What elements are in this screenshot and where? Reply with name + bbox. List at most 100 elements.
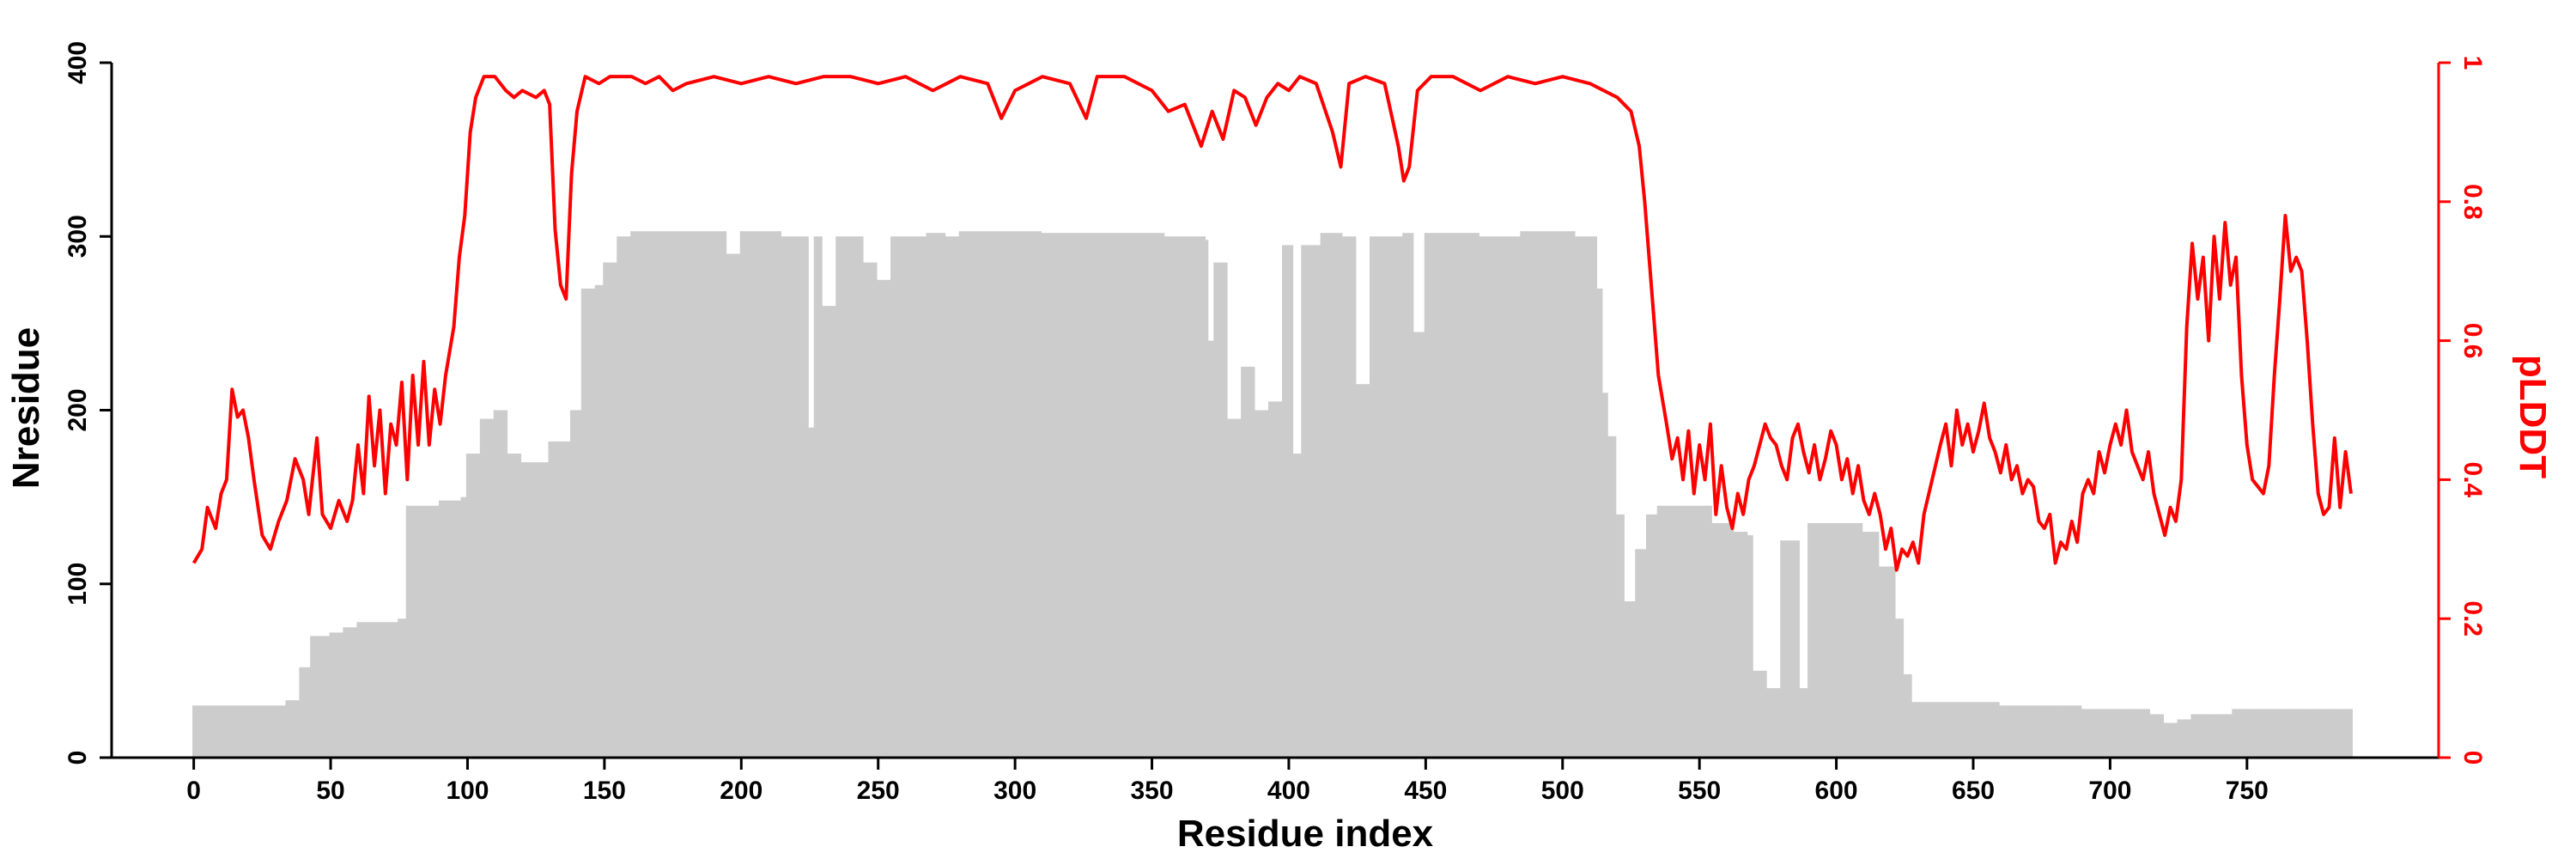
bar-residue-160	[630, 231, 634, 758]
bar-residue-109	[490, 418, 495, 758]
bar-residue-667	[2018, 705, 2022, 758]
bar-residue-714	[2147, 709, 2151, 758]
bar-residue-694	[2092, 709, 2096, 758]
bar-residue-616	[1879, 566, 1882, 758]
bar-residue-594	[1818, 522, 1822, 758]
bar-residue-256	[893, 236, 896, 758]
bar-residue-233	[829, 306, 834, 758]
bar-residue-524	[1626, 600, 1631, 758]
bar-residue-465	[1465, 233, 1469, 758]
bar-residue-376	[1221, 262, 1225, 758]
bar-residue-717	[2155, 714, 2159, 758]
bar-residue-651	[1974, 702, 1978, 758]
bar-residue-444	[1407, 233, 1412, 758]
y-right-tick-label: 0.2	[2458, 600, 2487, 637]
bar-residue-334	[1106, 233, 1110, 758]
bar-residue-431	[1372, 236, 1376, 758]
bar-residue-186	[702, 231, 705, 758]
bar-residue-740	[2218, 714, 2221, 758]
bar-residue-141	[578, 410, 582, 758]
bar-residue-254	[887, 279, 891, 758]
bar-residue-197	[732, 253, 735, 758]
bar-residue-526	[1632, 600, 1636, 758]
bar-residue-313	[1048, 233, 1053, 758]
bar-residue-604	[1845, 522, 1850, 758]
bar-residue-62	[361, 622, 366, 758]
bar-residue-3	[200, 705, 204, 758]
bar-residue-640	[1944, 702, 1948, 758]
bar-residue-665	[2013, 705, 2016, 758]
bar-residue-788	[2349, 709, 2353, 758]
bars-layer	[192, 231, 2353, 758]
bar-residue-473	[1487, 236, 1491, 758]
bar-residue-666	[2015, 705, 2020, 758]
bar-residue-151	[605, 262, 610, 758]
bar-residue-380	[1232, 418, 1236, 758]
bar-residue-60	[356, 622, 360, 758]
bar-residue-684	[2064, 705, 2069, 758]
bar-residue-541	[1673, 505, 1677, 758]
bar-residue-678	[2048, 705, 2052, 758]
bar-residue-23	[255, 705, 258, 758]
bar-residue-15	[233, 705, 237, 758]
bar-residue-387	[1251, 366, 1255, 758]
bar-residue-415	[1328, 233, 1332, 758]
bar-residue-730	[2190, 714, 2195, 758]
bar-residue-255	[890, 236, 894, 758]
bar-residue-588	[1801, 688, 1806, 758]
bar-residue-403	[1295, 454, 1299, 758]
bar-residue-45	[315, 636, 319, 758]
bar-residue-467	[1470, 233, 1474, 758]
bar-residue-259	[901, 236, 905, 758]
bar-residue-485	[1520, 231, 1523, 758]
bar-residue-411	[1317, 245, 1321, 758]
bar-residue-724	[2174, 722, 2178, 758]
bar-residue-702	[2114, 709, 2117, 758]
bar-residue-752	[2251, 709, 2255, 758]
bar-residue-723	[2172, 722, 2175, 758]
bar-residue-42	[307, 667, 311, 758]
bar-residue-46	[318, 636, 322, 758]
bar-residue-700	[2108, 709, 2112, 758]
bar-residue-534	[1654, 514, 1658, 758]
x-tick-label: 700	[2088, 777, 2131, 805]
bar-residue-24	[258, 705, 262, 758]
bar-residue-506	[1577, 236, 1581, 758]
bar-residue-518	[1610, 436, 1614, 758]
bar-residue-607	[1854, 522, 1857, 758]
bar-residue-77	[403, 618, 407, 758]
bar-residue-576	[1769, 688, 1773, 758]
bar-residue-220	[794, 236, 799, 758]
bar-residue-385	[1246, 366, 1250, 758]
bar-residue-305	[1027, 231, 1031, 758]
bar-residue-587	[1799, 688, 1803, 758]
bar-residue-266	[920, 236, 924, 758]
bar-residue-440	[1396, 236, 1400, 758]
bar-residue-456	[1440, 233, 1444, 758]
bar-residue-753	[2253, 709, 2257, 758]
bar-residue-106	[483, 418, 486, 758]
bar-residue-279	[956, 236, 960, 758]
bar-residue-17	[239, 705, 242, 758]
bar-residue-386	[1249, 366, 1253, 758]
bar-residue-98	[460, 497, 465, 758]
bar-residue-742	[2223, 714, 2227, 758]
bar-residue-223	[803, 236, 806, 758]
bar-residue-157	[622, 236, 626, 758]
bar-residue-675	[2040, 705, 2044, 758]
bar-residue-556	[1714, 522, 1718, 758]
bar-residue-51	[331, 632, 336, 758]
bar-residue-586	[1796, 540, 1800, 758]
bar-residue-145	[589, 288, 592, 758]
bar-residue-56	[345, 627, 349, 758]
bar-residue-289	[983, 231, 987, 758]
bar-residue-112	[499, 410, 502, 758]
bar-residue-406	[1303, 245, 1308, 758]
bar-residue-401	[1290, 245, 1294, 758]
bar-residue-612	[1868, 532, 1871, 758]
bar-residue-599	[1832, 522, 1836, 758]
bar-residue-155	[617, 236, 620, 758]
bar-residue-5	[205, 705, 210, 758]
bar-residue-722	[2168, 722, 2172, 758]
bar-residue-553	[1706, 505, 1710, 758]
